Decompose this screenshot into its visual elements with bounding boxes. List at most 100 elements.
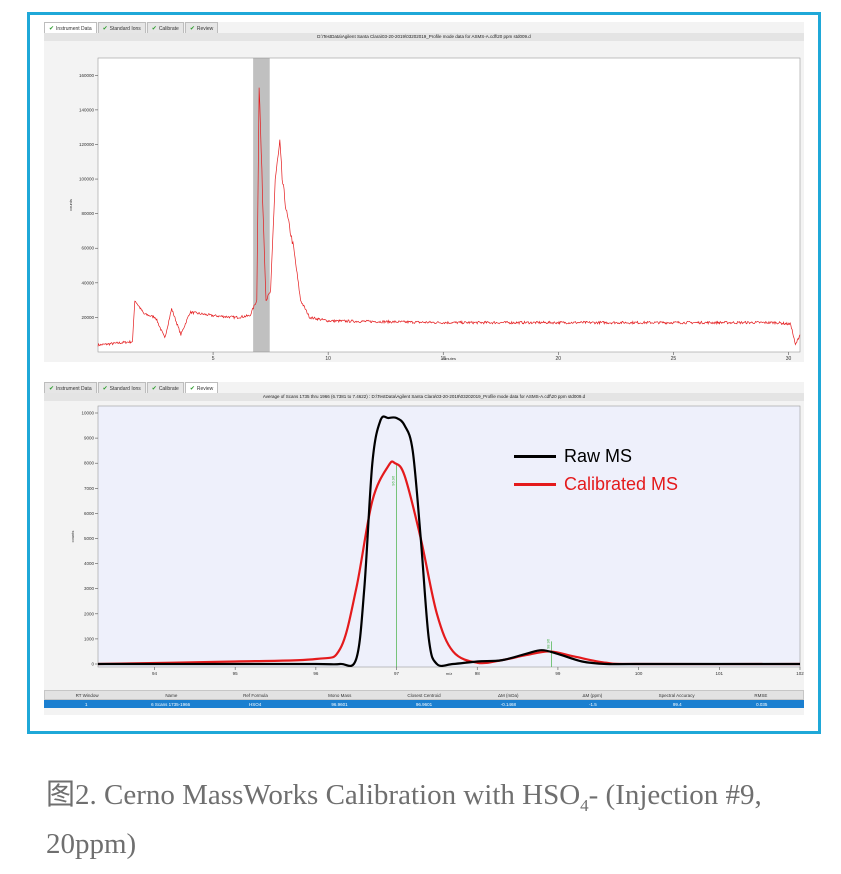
x-tick-label: 100 [635, 671, 643, 676]
x-tick-label: 20 [556, 356, 562, 362]
calibrated-ms-line [97, 460, 801, 666]
table-cell: 96.9601 [331, 701, 348, 707]
tab-label: Standard Ions [109, 386, 141, 392]
legend-label-calibrated: Calibrated MS [564, 473, 679, 494]
tab-label: Instrument Data [56, 386, 92, 392]
y-tick-label: 40000 [81, 280, 94, 285]
raw-ms-line [97, 415, 800, 668]
y-tick-label: 80000 [81, 211, 94, 216]
y-tick-label: 8000 [84, 461, 95, 466]
x-axis-label: m/z [446, 671, 452, 676]
results-table: RT Window Name Ref Formula Mono Mass Closest… [44, 690, 804, 710]
tab-label: Calibrate [158, 386, 179, 392]
table-cell: 96.9601 [415, 701, 433, 707]
x-tick-label: 30 [786, 356, 792, 362]
x-tick-label: 10 [325, 356, 331, 362]
tab-standard-ions[interactable]: ✔ Standard Ions [97, 22, 146, 33]
tab-calibrate[interactable]: ✔ Calibrate [146, 382, 184, 393]
tab-label: Standard Ions [109, 26, 141, 32]
y-axis-label: counts [70, 531, 75, 543]
y-tick-label: 3000 [84, 586, 95, 591]
x-tick-label: 99 [555, 671, 561, 676]
x-tick-label: 95 [233, 671, 239, 676]
y-tick-label: 0 [91, 662, 94, 667]
column-header[interactable]: Closest Centroid [407, 692, 441, 698]
x-tick-label: 97 [394, 671, 400, 676]
column-header[interactable]: Ref Formula [243, 692, 268, 698]
table-cell: -0.1468 [500, 701, 517, 707]
tab-review[interactable]: ✔ Review [184, 22, 219, 33]
column-header[interactable]: Name [165, 692, 178, 698]
y-tick-label: 60000 [81, 246, 94, 251]
chromatogram-title: D:\TestData\Agilent Santa Clara\03-20-20… [44, 33, 804, 41]
tab-standard-ions[interactable]: ✔ Standard Ions [97, 382, 146, 393]
legend-swatch-raw [514, 454, 556, 458]
y-tick-label: 4000 [84, 561, 95, 566]
chromatogram-line [97, 87, 801, 347]
x-tick-label: 101 [716, 671, 724, 676]
caption-subscript: 4 [580, 795, 589, 815]
tab-bar: ✔ Instrument Data ✔ Standard Ions ✔ Calibra… [44, 22, 219, 33]
y-tick-label: 2000 [84, 611, 95, 616]
tab-bar: ✔ Instrument Data ✔ Standard Ions ✔ Calibra… [44, 382, 219, 393]
y-tick-label: 10000 [81, 411, 94, 416]
x-tick-label: 5 [212, 356, 215, 362]
y-axis-label: counts [68, 199, 73, 211]
tab-instrument-data[interactable]: ✔ Instrument Data [44, 382, 97, 393]
chromatogram-chart[interactable]: 160000 140000 120000 100000 80000 60000 40000 2… [44, 22, 804, 362]
table-cell: 1 [84, 701, 88, 707]
tab-review[interactable]: ✔ Review [184, 382, 219, 393]
check-icon: ✔ [102, 26, 108, 32]
legend-item-raw: Raw MS [514, 442, 678, 470]
table-cell: -1.5 [588, 701, 597, 707]
x-tick-label: 94 [152, 671, 158, 676]
check-icon: ✔ [49, 386, 55, 392]
chromatogram-panel: ✔ Instrument Data ✔ Standard Ions ✔ Calibra… [44, 22, 804, 362]
tab-label: Review [196, 386, 214, 392]
x-tick-label: 96 [313, 671, 319, 676]
column-header[interactable]: RT Window [75, 692, 99, 698]
check-icon: ✔ [151, 26, 157, 32]
legend-item-calibrated: Calibrated MS [514, 470, 678, 498]
check-icon: ✔ [102, 386, 108, 392]
y-tick-label: 160000 [79, 73, 95, 78]
y-tick-label: 140000 [79, 107, 95, 112]
y-tick-label: 20000 [81, 315, 94, 320]
check-icon: ✔ [151, 386, 157, 392]
spectrum-panel: ✔ Instrument Data ✔ Standard Ions ✔ Calibra… [44, 382, 804, 715]
legend-swatch-calibrated [514, 482, 556, 486]
peak-label: 96.96 [391, 475, 396, 486]
spectrum-title: Average of Scans 1735 thru 1966 (6.7381 … [44, 393, 804, 401]
tab-label: Instrument Data [56, 26, 92, 32]
caption-prefix: 图2. Cerno MassWorks Calibration with HSO [46, 779, 581, 811]
legend-label-raw: Raw MS [564, 445, 633, 466]
check-icon: ✔ [49, 26, 55, 32]
spectrum-chart[interactable]: 1000090008000700060005000400030002000100… [44, 382, 804, 715]
check-icon: ✔ [189, 386, 195, 392]
table-row[interactable]: 1 6 Scans 1735-1966 HSO4 96.9601 96.9601 -0.1… [44, 700, 804, 708]
figure-caption: 图2. Cerno MassWorks Calibration with HSO… [46, 776, 826, 863]
tab-label: Calibrate [158, 26, 179, 32]
x-axis-label: minutes [442, 356, 456, 361]
y-tick-label: 1000 [84, 636, 95, 641]
results-header: RT Window Name Ref Formula Mono Mass Closest… [44, 690, 804, 700]
table-cell: 6 Scans 1735-1966 [151, 701, 191, 707]
selected-scan-range [253, 58, 270, 352]
caption-suffix: - (Injection #9, 20ppm) [46, 779, 762, 860]
check-icon: ✔ [189, 26, 195, 32]
tab-calibrate[interactable]: ✔ Calibrate [146, 22, 184, 33]
tab-instrument-data[interactable]: ✔ Instrument Data [44, 22, 97, 33]
y-tick-label: 7000 [84, 486, 95, 491]
y-tick-label: 100000 [79, 177, 95, 182]
x-tick-label: 15 [440, 356, 446, 362]
column-header[interactable]: ΔM (mDa) [497, 692, 519, 698]
y-tick-label: 5000 [84, 536, 95, 541]
column-header[interactable]: ΔM (ppm) [582, 692, 603, 698]
y-tick-label: 9000 [84, 436, 95, 441]
y-tick-label: 120000 [79, 142, 95, 147]
column-header[interactable]: RMSE [754, 692, 768, 698]
column-header[interactable]: Spectral Accuracy [658, 692, 695, 698]
x-tick-label: 98 [475, 671, 481, 676]
column-header[interactable]: Mono Mass [328, 692, 352, 698]
table-cell: HSO4 [248, 701, 262, 707]
